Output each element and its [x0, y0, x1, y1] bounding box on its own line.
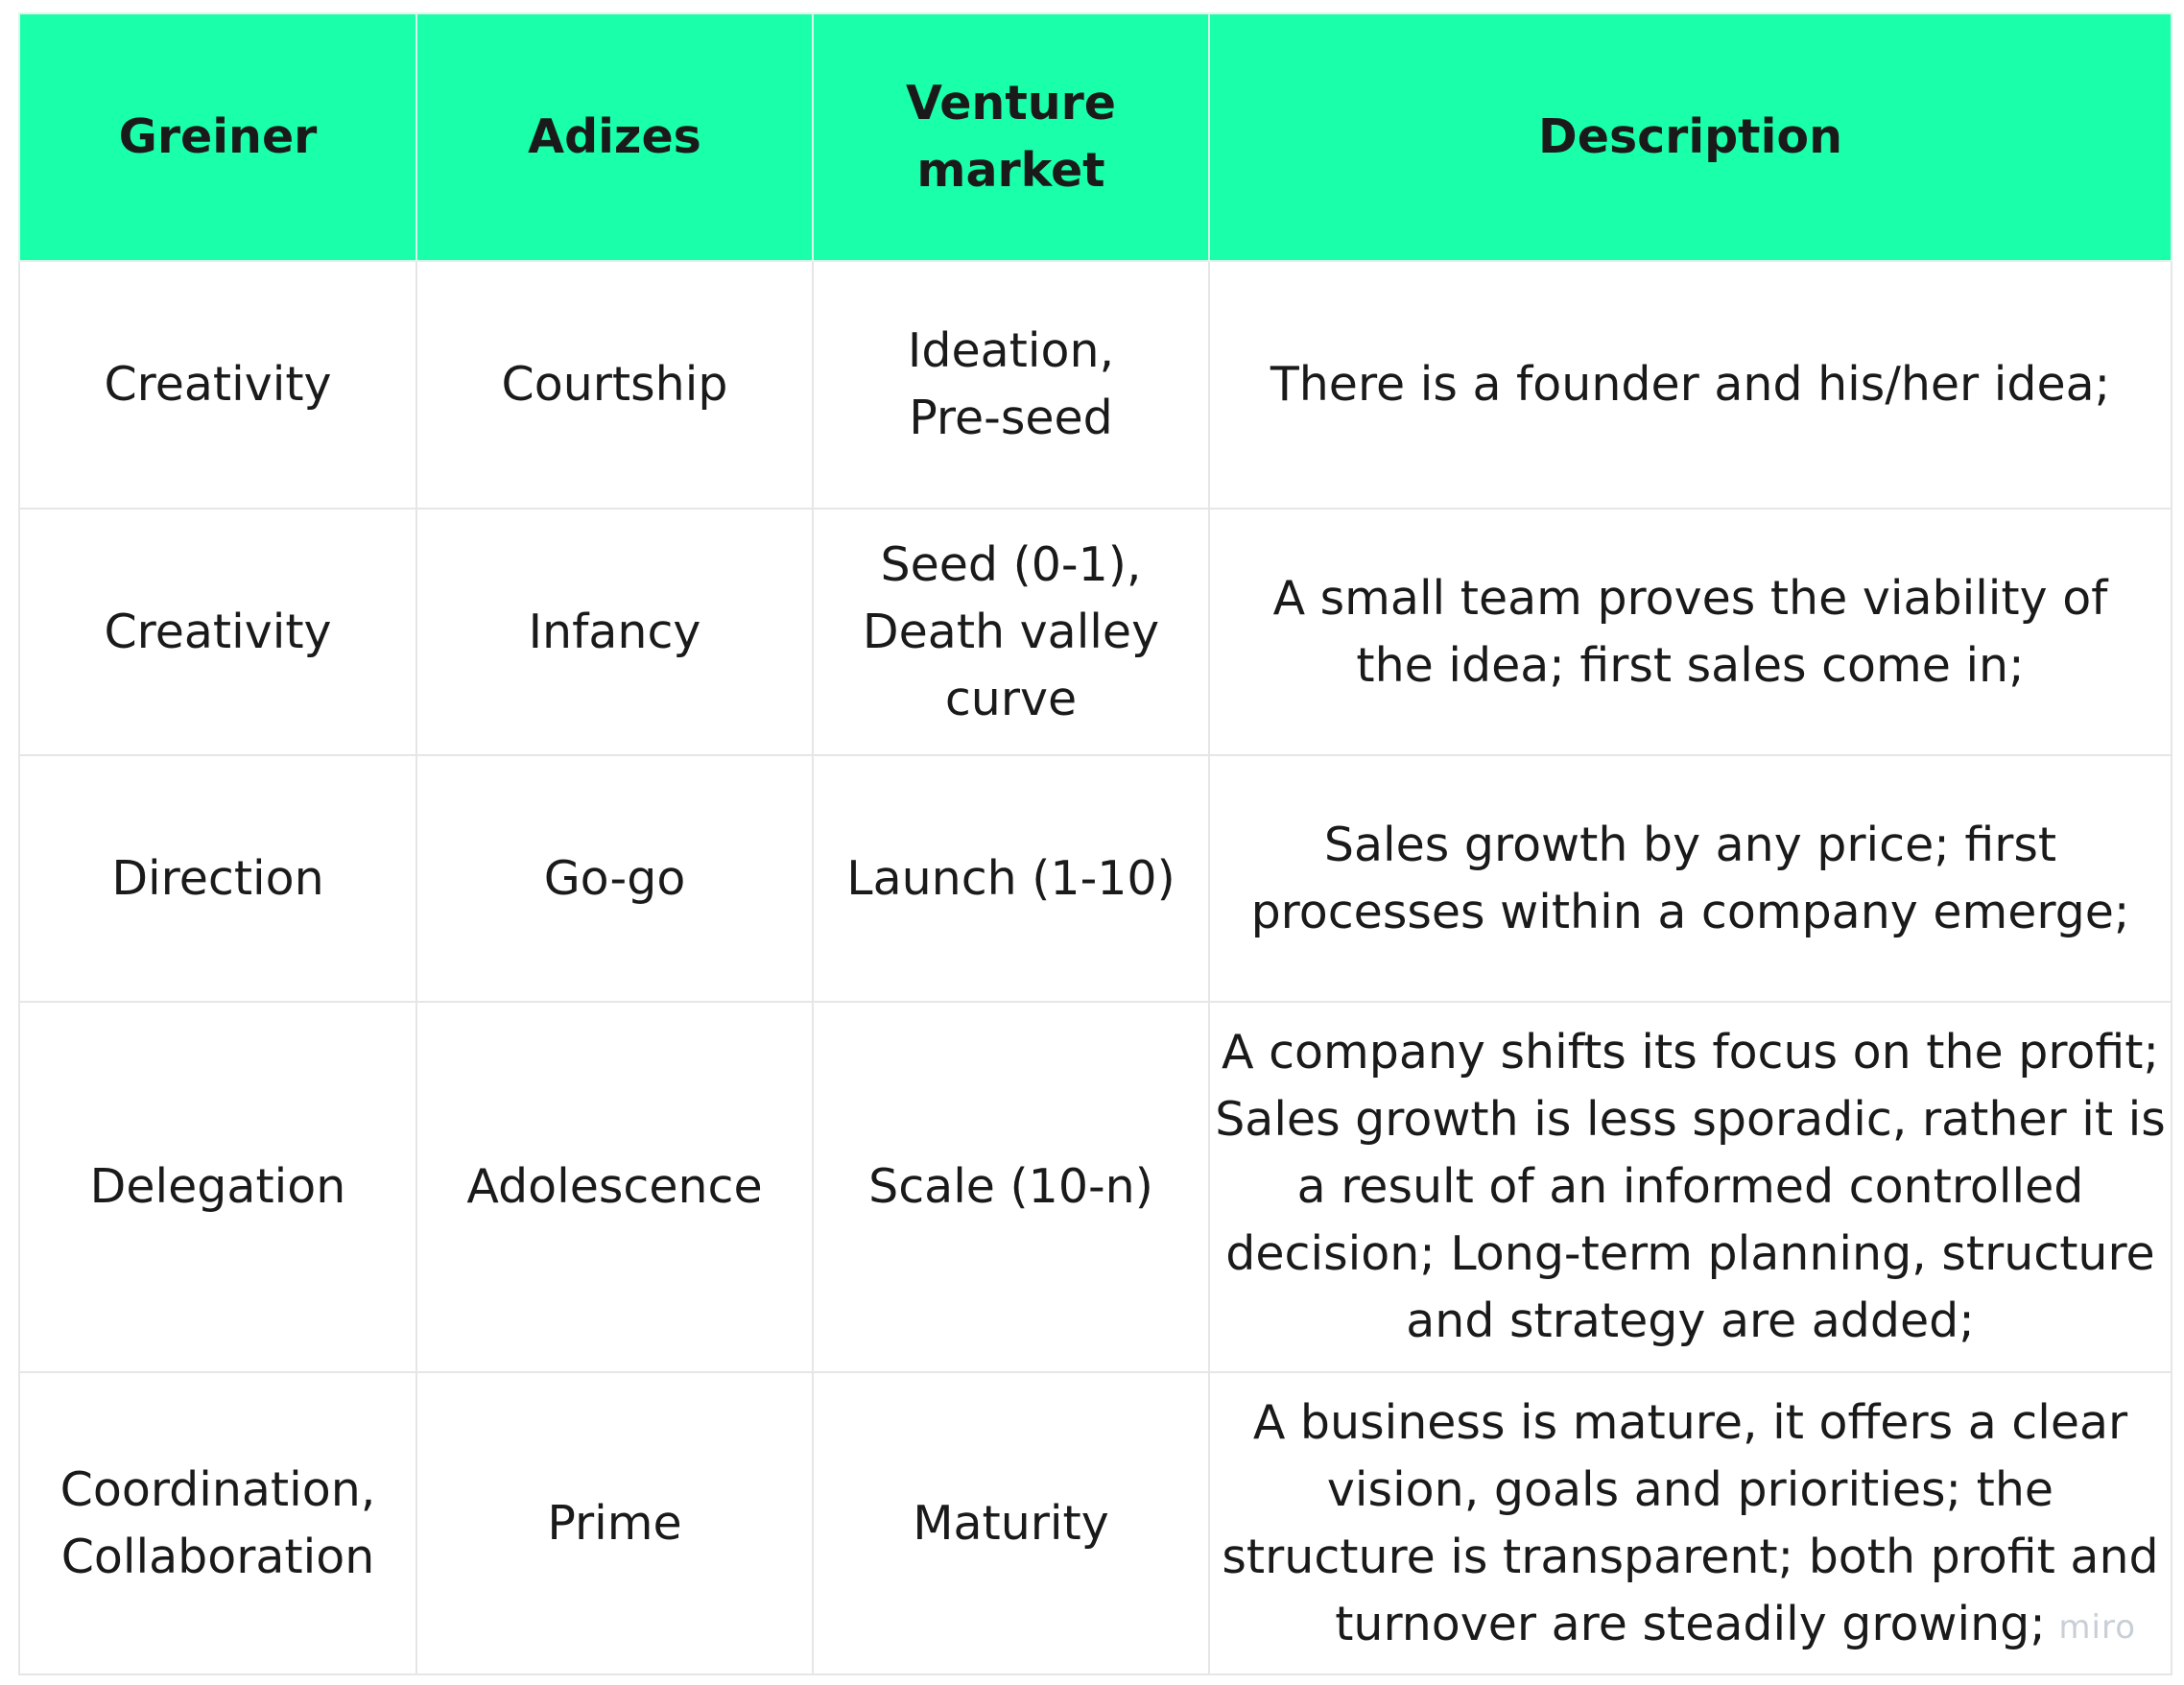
header-description: Description	[1208, 12, 2172, 262]
cell-description: A business is mature, it offers a clear …	[1208, 1371, 2172, 1675]
comparison-table: Greiner Adizes Venture market Descriptio…	[18, 12, 2172, 1675]
miro-watermark: miro	[2058, 1608, 2136, 1647]
cell-description: A small team proves the viability of the…	[1208, 508, 2172, 756]
cell-greiner: Creativity	[18, 260, 417, 510]
header-adizes: Adizes	[415, 12, 814, 262]
table-row: Coordination, Collaboration Prime Maturi…	[18, 1371, 2172, 1675]
cell-adizes: Infancy	[415, 508, 814, 756]
cell-description: There is a founder and his/her idea;	[1208, 260, 2172, 510]
table-row: Direction Go-go Launch (1-10) Sales grow…	[18, 754, 2172, 1003]
cell-venture-market: Ideation, Pre-seed	[812, 260, 1210, 510]
cell-greiner: Coordination, Collaboration	[18, 1371, 417, 1675]
table-row: Creativity Infancy Seed (0-1), Death val…	[18, 508, 2172, 756]
header-greiner: Greiner	[18, 12, 417, 262]
header-venture-market: Venture market	[812, 12, 1210, 262]
cell-venture-market: Launch (1-10)	[812, 754, 1210, 1003]
cell-venture-market: Seed (0-1), Death valley curve	[812, 508, 1210, 756]
cell-adizes: Adolescence	[415, 1001, 814, 1373]
cell-venture-market: Scale (10-n)	[812, 1001, 1210, 1373]
cell-greiner: Delegation	[18, 1001, 417, 1373]
stages-table: Greiner Adizes Venture market Descriptio…	[18, 12, 2172, 1675]
cell-adizes: Prime	[415, 1371, 814, 1675]
cell-description: A company shifts its focus on the profit…	[1208, 1001, 2172, 1373]
header-row: Greiner Adizes Venture market Descriptio…	[18, 12, 2172, 262]
cell-venture-market: Maturity	[812, 1371, 1210, 1675]
table-row: Creativity Courtship Ideation, Pre-seed …	[18, 260, 2172, 510]
cell-adizes: Go-go	[415, 754, 814, 1003]
cell-greiner: Creativity	[18, 508, 417, 756]
cell-adizes: Courtship	[415, 260, 814, 510]
table-row: Delegation Adolescence Scale (10-n) A co…	[18, 1001, 2172, 1373]
cell-description: Sales growth by any price; first process…	[1208, 754, 2172, 1003]
cell-greiner: Direction	[18, 754, 417, 1003]
